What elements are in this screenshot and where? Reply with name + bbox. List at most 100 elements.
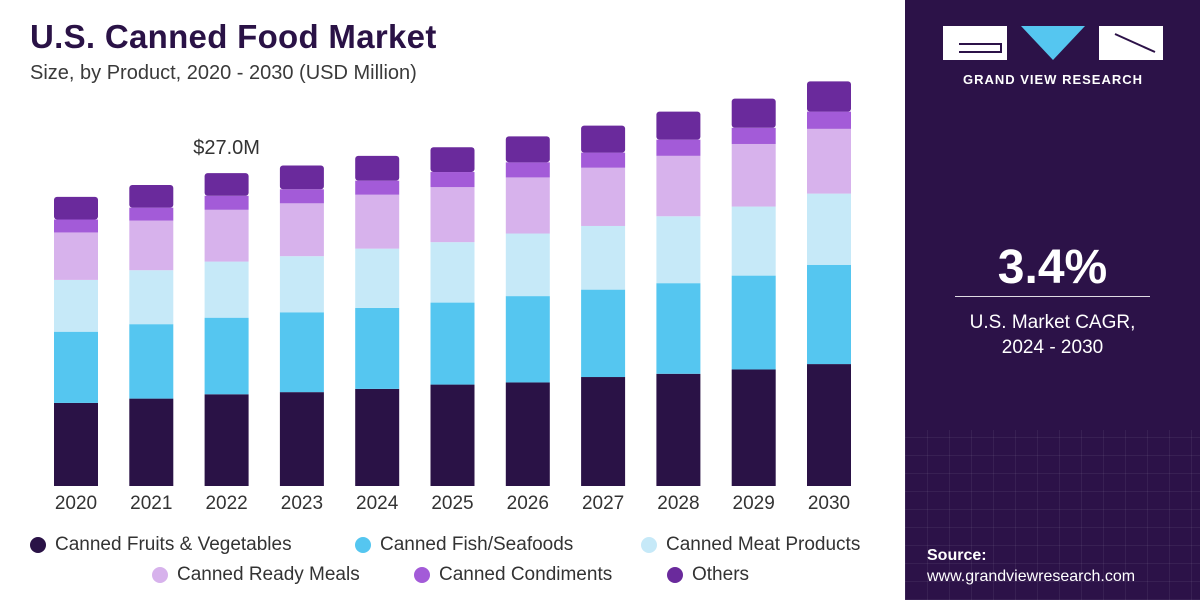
- bar-segment: [204, 195, 249, 210]
- bar-segment: [731, 143, 776, 207]
- bar-stack-2021: [129, 184, 174, 486]
- bar-segment: [656, 283, 701, 374]
- x-tick-label: 2028: [657, 493, 699, 514]
- bar-segment: [204, 261, 249, 318]
- bar-segment: [731, 275, 776, 370]
- bar-segment: [656, 139, 701, 156]
- bar-segment: [430, 384, 475, 486]
- legend-label: Canned Meat Products: [666, 534, 861, 555]
- x-tick-label: 2023: [281, 493, 323, 514]
- bar-segment: [129, 324, 174, 399]
- bar-segment: [204, 209, 249, 262]
- bar-segment: [355, 180, 400, 195]
- legend-row: Canned Ready Meals Canned Condiments Other…: [0, 564, 905, 590]
- bar-segment: [731, 127, 776, 144]
- bar-segment: [279, 256, 324, 313]
- bar-segment: [505, 296, 550, 383]
- decorative-grid: [905, 430, 1200, 600]
- bar-segment: [279, 203, 324, 257]
- legend-item: Canned Fish/Seafoods: [355, 534, 573, 556]
- bar-segment: [731, 206, 776, 276]
- cagr-label-line1: U.S. Market CAGR,: [969, 312, 1136, 333]
- source-label: Source:: [927, 547, 987, 564]
- bar-segment: [279, 165, 324, 190]
- bar-segment: [279, 189, 324, 204]
- bar-stack-2022: [204, 173, 249, 486]
- legend-item: Canned Meat Products: [641, 534, 860, 556]
- bar-segment: [807, 111, 851, 129]
- bar-segment: [505, 233, 550, 297]
- x-tick-label: 2027: [582, 493, 624, 514]
- bar-segment: [807, 81, 851, 112]
- bar-segment: [807, 193, 851, 265]
- bar-segment: [129, 184, 174, 208]
- legend-label: Others: [692, 564, 750, 585]
- bar-segment: [355, 248, 400, 308]
- bar-segment: [430, 302, 475, 385]
- bar-segment: [355, 194, 400, 249]
- bar-segment: [54, 279, 98, 332]
- bar-stack-2030: [807, 81, 851, 486]
- page-subtitle: Size, by Product, 2020 - 2030 (USD Milli…: [30, 62, 417, 84]
- bar-segment: [581, 377, 626, 486]
- bar-segment: [656, 373, 701, 486]
- bar-segment: [505, 382, 550, 486]
- source-note: Source: www.grandviewresearch.com: [927, 545, 1135, 587]
- bar-segment: [129, 220, 174, 271]
- bar-segment: [204, 394, 249, 486]
- legend-swatch: [414, 567, 430, 583]
- legend-item: Canned Fruits & Vegetables: [30, 534, 292, 556]
- bar-stack-2023: [279, 165, 324, 486]
- bar-stack-2026: [505, 136, 550, 486]
- legend-swatch: [30, 537, 46, 553]
- bar-segment: [581, 289, 626, 378]
- x-tick-label: 2026: [507, 493, 549, 514]
- legend-swatch: [355, 537, 371, 553]
- sidebar-panel: GRAND VIEW RESEARCH 3.4% U.S. Market CAG…: [905, 0, 1200, 600]
- bar-segment: [656, 216, 701, 284]
- page-title: U.S. Canned Food Market: [30, 18, 437, 55]
- legend-item: Canned Ready Meals: [152, 564, 360, 586]
- brand-logo: GRAND VIEW RESEARCH: [943, 22, 1163, 92]
- stacked-bar-chart: 2020 2021 2022 $27.0M 2023 2024 2025 2026 2027 20…: [54, 81, 851, 514]
- logo-mark-icon: [943, 26, 1163, 60]
- x-tick-label: 2030: [808, 493, 850, 514]
- bar-segment: [505, 136, 550, 163]
- bar-segment: [204, 317, 249, 395]
- bar-segment: [54, 331, 98, 403]
- bar-stack-2027: [581, 125, 626, 486]
- bar-segment: [807, 128, 851, 194]
- bar-segment: [129, 207, 174, 221]
- bar-segment: [355, 388, 400, 486]
- bar-segment: [505, 177, 550, 234]
- x-tick-label: 2021: [130, 493, 172, 514]
- data-label: $27.0M: [193, 137, 260, 159]
- legend-label: Canned Condiments: [439, 564, 613, 585]
- bar-segment: [355, 307, 400, 389]
- bar-segment: [581, 225, 626, 290]
- legend-item: Canned Condiments: [414, 564, 612, 586]
- bar-segment: [430, 242, 475, 303]
- chart-panel: U.S. Canned Food Market Size, by Product…: [0, 18, 905, 590]
- bar-stack-2025: [430, 147, 475, 486]
- bar-stack-2024: [355, 155, 400, 486]
- divider: [955, 296, 1150, 297]
- bar-segment: [731, 369, 776, 486]
- bar-segment: [129, 398, 174, 486]
- bar-segment: [129, 270, 174, 325]
- bar-segment: [656, 155, 701, 217]
- x-tick-label: 2020: [55, 493, 97, 514]
- bar-segment: [54, 219, 98, 233]
- bar-segment: [355, 155, 400, 181]
- x-tick-label: 2022: [205, 493, 247, 514]
- cagr-label: U.S. Market CAGR, 2024 - 2030: [905, 310, 1200, 360]
- cagr-label-line2: 2024 - 2030: [1001, 337, 1104, 358]
- bar-segment: [807, 264, 851, 365]
- bar-segment: [54, 196, 98, 220]
- bar-segment: [505, 162, 550, 178]
- brand-name: GRAND VIEW RESEARCH: [962, 72, 1144, 87]
- legend-row: Canned Fruits & Vegetables Canned Fish/Se…: [0, 534, 905, 560]
- source-url[interactable]: www.grandviewresearch.com: [927, 568, 1136, 585]
- x-tick-label: 2024: [356, 493, 399, 514]
